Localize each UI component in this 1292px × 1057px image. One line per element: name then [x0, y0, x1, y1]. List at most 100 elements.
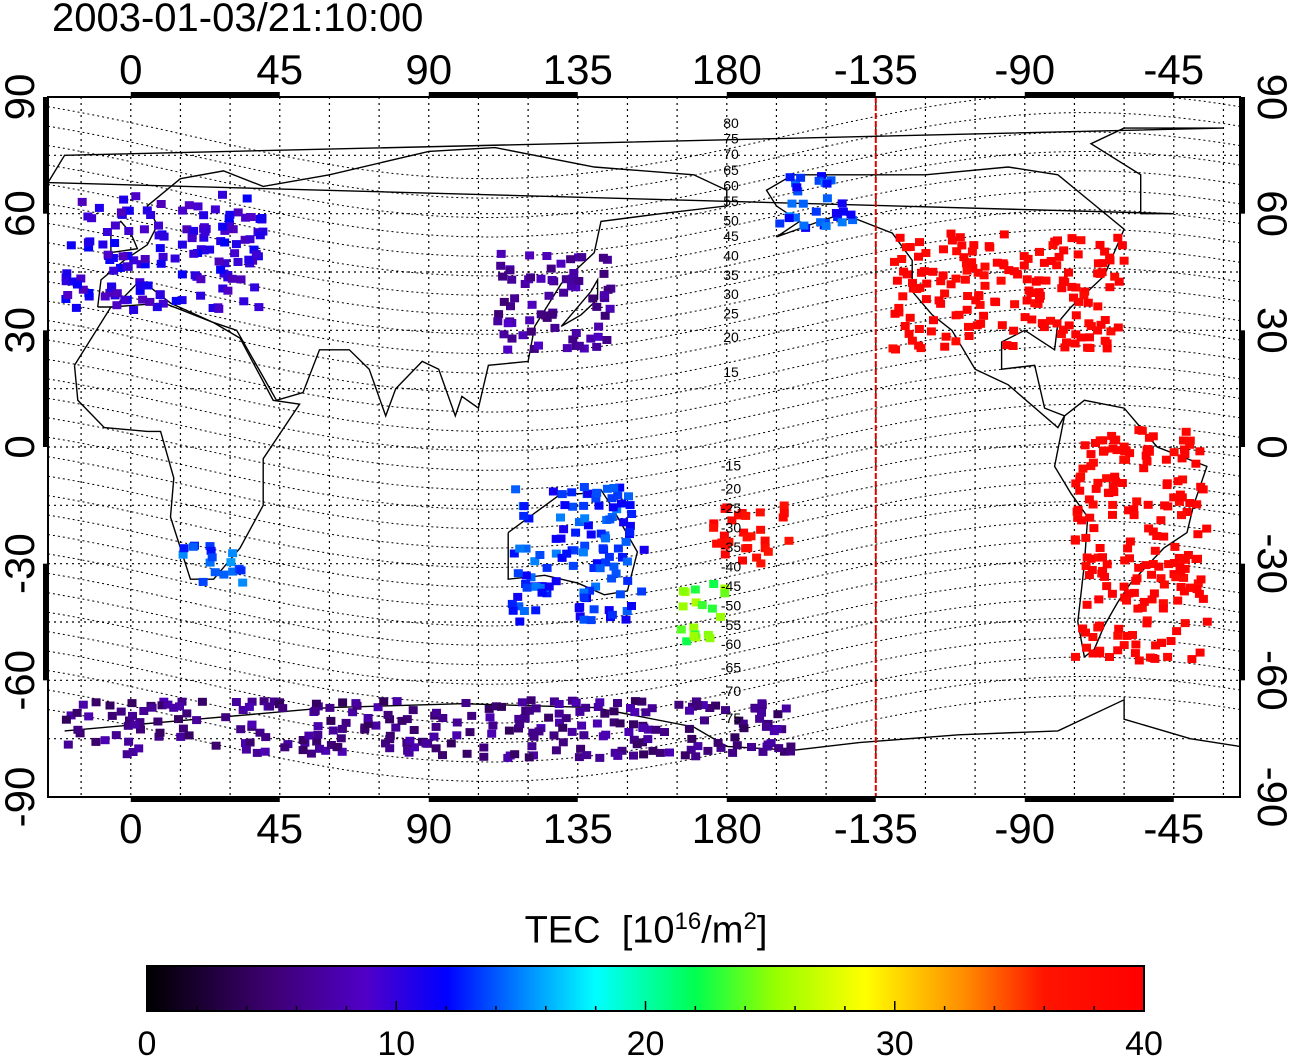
x-tick-bottom: 180	[692, 805, 762, 852]
tec-cell	[730, 733, 740, 742]
tec-cell	[1085, 513, 1095, 522]
tec-cell	[1175, 490, 1185, 499]
tec-cell	[509, 549, 519, 558]
tec-cell	[254, 303, 264, 312]
tec-cell	[338, 698, 348, 707]
colorbar-unit-prefix: [10	[621, 909, 675, 952]
tec-cell	[1178, 475, 1188, 484]
tick-band-right	[1240, 563, 1245, 681]
tec-cell	[134, 744, 144, 753]
tec-cell	[578, 548, 588, 557]
tec-cell	[738, 719, 748, 728]
tec-cell	[962, 266, 972, 275]
tec-cell	[621, 615, 631, 624]
tec-cell	[544, 713, 554, 722]
tec-cell	[618, 553, 628, 561]
tec-cell	[1067, 234, 1077, 243]
tec-cell	[1100, 336, 1110, 345]
tick-band-top	[1024, 92, 1174, 97]
tec-cell	[763, 547, 773, 556]
tec-cell	[155, 290, 165, 299]
tec-cell	[507, 599, 517, 608]
tec-cell	[905, 243, 915, 251]
mag-lat-label: -50	[721, 597, 741, 613]
mag-lat-label: 30	[723, 286, 739, 302]
tec-cell	[479, 752, 489, 761]
tec-cell	[135, 718, 145, 727]
tec-cell	[1148, 560, 1158, 568]
tec-cell	[479, 743, 489, 752]
tec-cell	[1162, 479, 1172, 488]
tec-cell	[214, 257, 224, 266]
tec-cell	[236, 275, 246, 284]
tec-cell	[1111, 477, 1121, 486]
tec-cell	[112, 301, 122, 310]
tec-cell	[624, 492, 633, 501]
tec-cell	[1132, 497, 1142, 506]
tec-cell	[550, 323, 560, 332]
tec-cell	[241, 739, 250, 748]
tec-cell	[595, 564, 605, 573]
tec-cell	[609, 484, 619, 492]
tec-cell	[781, 704, 791, 713]
tec-cell	[155, 728, 165, 737]
x-tick-bottom: -90	[994, 805, 1055, 852]
mag-lat-label: 15	[723, 364, 739, 380]
tec-cell	[784, 536, 794, 545]
tec-cell	[373, 703, 383, 712]
tec-cell	[391, 723, 401, 732]
tec-cell	[1067, 282, 1077, 291]
tec-cell	[187, 234, 197, 243]
x-tick-top: 180	[692, 46, 762, 93]
tec-cell	[405, 736, 415, 745]
magnetic-contour	[48, 442, 1240, 530]
tec-cell	[785, 173, 795, 182]
y-tick-left: 90	[0, 74, 43, 121]
y-tick-right: 0	[1249, 435, 1292, 458]
tec-cell	[261, 733, 271, 742]
tec-cell	[742, 533, 752, 542]
tec-cell	[905, 313, 915, 322]
tec-cell	[705, 634, 715, 643]
tec-cell	[601, 534, 611, 543]
tec-cell	[1022, 275, 1032, 284]
tec-cell	[518, 331, 528, 340]
tec-cell	[227, 274, 237, 283]
tec-cell	[738, 556, 747, 565]
tec-cell	[1098, 259, 1108, 268]
tec-cell	[508, 606, 518, 615]
tec-cell	[571, 698, 581, 707]
tec-cell	[1149, 589, 1159, 598]
tec-cell	[1121, 446, 1131, 455]
x-tick-bottom: 0	[119, 805, 142, 852]
tec-cell	[1096, 320, 1106, 329]
tec-cell	[220, 238, 230, 247]
tec-cell	[199, 223, 209, 232]
tec-cell	[609, 707, 619, 716]
tec-cell	[1198, 594, 1208, 603]
tec-cell	[519, 607, 529, 615]
tec-cell	[817, 172, 826, 181]
coastline	[97, 146, 728, 419]
tec-cell	[1093, 302, 1103, 311]
tec-cell	[348, 708, 358, 717]
tec-cell	[921, 249, 931, 257]
tec-cell	[313, 730, 323, 739]
tick-band-right	[1240, 97, 1245, 214]
tec-cell	[1142, 619, 1152, 628]
tec-cell	[1100, 316, 1110, 324]
tec-cell	[822, 194, 832, 203]
colorbar-title: TEC [1016/m2]	[0, 908, 1292, 953]
magnetic-contour	[48, 97, 1240, 180]
tec-cell	[558, 738, 568, 747]
tec-cell	[178, 206, 188, 215]
tec-cell	[244, 702, 254, 711]
tec-cell	[1035, 294, 1044, 303]
tec-cell	[546, 264, 556, 273]
tec-cell	[1110, 472, 1120, 481]
tec-cell	[514, 714, 524, 723]
tec-cell	[245, 235, 255, 244]
tec-cell	[687, 734, 697, 743]
tec-cell	[402, 715, 412, 724]
tec-cell	[1174, 497, 1184, 506]
